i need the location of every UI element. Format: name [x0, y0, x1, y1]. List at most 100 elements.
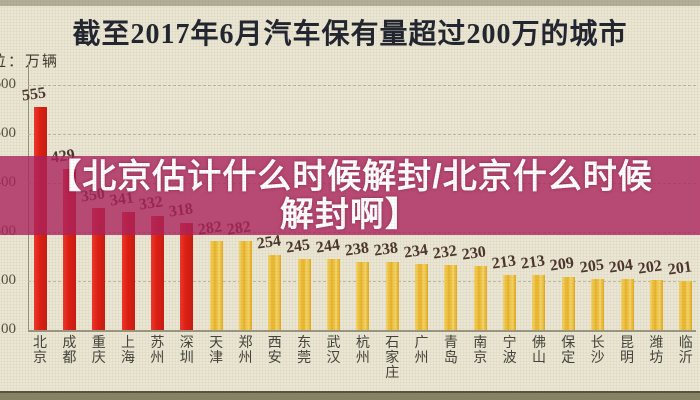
city-label-char: 明	[620, 351, 634, 366]
y-tick-label-100: 100	[0, 321, 16, 337]
bar-西安	[268, 254, 282, 330]
watermark-overlay-banner: 【北京估计什么时候解封/北京什么时候 解封啊】	[0, 156, 700, 235]
overlay-text-line-1: 【北京估计什么时候解封/北京什么时候	[47, 157, 653, 196]
city-label-char: 上	[121, 336, 136, 351]
bar-广州	[415, 264, 429, 330]
bar-深圳	[180, 223, 194, 330]
city-label-char: 西	[267, 336, 282, 351]
city-label-char: 佛	[531, 336, 546, 351]
city-label-char: 重	[91, 336, 106, 351]
city-label-深圳: 深圳	[172, 336, 202, 366]
city-label-char: 州	[238, 351, 253, 366]
city-label-char: 苏	[150, 336, 165, 351]
city-label-char: 保	[561, 336, 576, 351]
city-label-保定: 保定	[553, 336, 583, 366]
city-label-char: 都	[62, 351, 77, 366]
city-label-char: 长	[590, 336, 605, 351]
city-label-char: 圳	[179, 351, 194, 366]
city-label-char: 安	[267, 351, 282, 366]
overlay-text-line-2: 解封啊】	[280, 195, 420, 234]
city-label-char: 州	[150, 351, 165, 366]
city-label-潍坊: 潍坊	[641, 336, 671, 366]
bar-南京	[473, 266, 487, 330]
city-label-成都: 成都	[54, 336, 84, 366]
city-label-char: 州	[355, 351, 370, 366]
bar-郑州	[238, 240, 252, 330]
bar-长沙	[591, 278, 605, 330]
bar-石家庄	[385, 262, 399, 330]
bar-上海	[121, 211, 135, 330]
bar-重庆	[92, 207, 106, 330]
bar-佛山	[532, 274, 546, 330]
city-label-char: 青	[443, 336, 458, 351]
bar-昆明	[620, 279, 634, 330]
city-label-临沂: 临沂	[671, 336, 700, 366]
y-tick-label-500: 500	[0, 125, 16, 141]
city-label-char: 成	[62, 336, 77, 351]
bar-临沂	[679, 280, 693, 330]
city-label-南京: 南京	[465, 336, 495, 366]
bar-杭州	[356, 262, 370, 330]
city-label-char: 津	[209, 351, 224, 366]
chart-title: 截至2017年6月汽车保有量超过200万的城市	[72, 19, 628, 50]
y-tick-label-600: 600	[0, 76, 16, 92]
bar-东莞	[297, 258, 311, 330]
bottom-edge-band	[0, 391, 700, 400]
bar-保定	[561, 276, 575, 330]
city-label-char: 临	[678, 336, 693, 351]
city-label-char: 岛	[443, 351, 458, 366]
city-label-char: 天	[209, 336, 224, 351]
gridline-600	[28, 85, 696, 86]
city-label-char: 莞	[297, 351, 312, 366]
city-label-char: 沙	[590, 351, 605, 366]
city-label-char: 庄	[385, 366, 400, 381]
city-label-石家庄: 石家庄	[377, 336, 407, 381]
city-label-佛山: 佛山	[524, 336, 554, 366]
bar-武汉	[327, 259, 340, 330]
city-label-char: 昆	[620, 336, 634, 351]
city-label-北京: 北京	[25, 336, 55, 366]
city-label-上海: 上海	[113, 336, 143, 366]
city-label-char: 宁	[502, 336, 517, 351]
bar-宁波	[503, 274, 517, 330]
city-label-char: 京	[473, 351, 488, 366]
city-label-重庆: 重庆	[84, 336, 114, 366]
city-label-char: 坊	[649, 351, 664, 366]
city-label-宁波: 宁波	[495, 336, 525, 366]
city-label-char: 石	[385, 336, 400, 351]
city-label-郑州: 郑州	[230, 336, 260, 366]
x-axis-line	[28, 330, 696, 333]
bar-天津	[209, 240, 223, 330]
city-label-char: 杭	[355, 336, 370, 351]
y-tick-label-200: 200	[0, 272, 16, 288]
city-label-char: 汉	[326, 351, 341, 366]
city-label-char: 南	[473, 336, 488, 351]
city-label-青岛: 青岛	[436, 336, 466, 366]
city-label-char: 北	[33, 336, 47, 351]
city-label-char: 定	[561, 351, 576, 366]
city-label-长沙: 长沙	[583, 336, 613, 366]
city-label-char: 深	[179, 336, 194, 351]
bar-青岛	[444, 265, 458, 330]
value-label-北京: 555	[20, 84, 47, 105]
city-label-char: 东	[297, 336, 312, 351]
city-label-东莞: 东莞	[289, 336, 319, 366]
bar-潍坊	[649, 280, 663, 330]
city-label-天津: 天津	[201, 336, 231, 366]
city-label-char: 海	[121, 351, 136, 366]
top-edge-band	[0, 0, 700, 6]
city-label-广州: 广州	[407, 336, 437, 366]
city-label-char: 京	[33, 351, 47, 366]
city-label-char: 潍	[649, 336, 664, 351]
city-label-昆明: 昆明	[612, 336, 642, 366]
gridline-500	[28, 134, 696, 135]
city-label-char: 山	[531, 351, 546, 366]
city-label-char: 郑	[238, 336, 253, 351]
city-label-char: 家	[385, 351, 400, 366]
city-label-杭州: 杭州	[348, 336, 378, 366]
city-label-char: 武	[326, 336, 341, 351]
city-label-char: 庆	[91, 351, 106, 366]
city-label-char: 波	[502, 351, 517, 366]
bar-苏州	[150, 216, 164, 330]
